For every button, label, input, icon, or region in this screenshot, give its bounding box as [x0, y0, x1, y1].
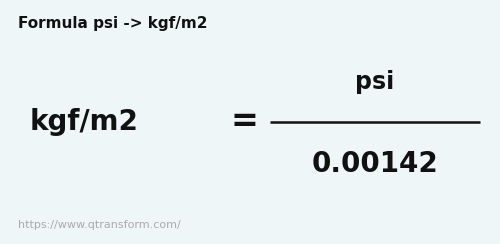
Text: =: =: [230, 105, 258, 139]
Text: 0.00142: 0.00142: [312, 150, 438, 178]
Text: psi: psi: [356, 70, 395, 94]
Text: Formula psi -> kgf/m2: Formula psi -> kgf/m2: [18, 16, 208, 31]
Text: kgf/m2: kgf/m2: [30, 108, 139, 136]
Text: https://www.qtransform.com/: https://www.qtransform.com/: [18, 220, 181, 230]
